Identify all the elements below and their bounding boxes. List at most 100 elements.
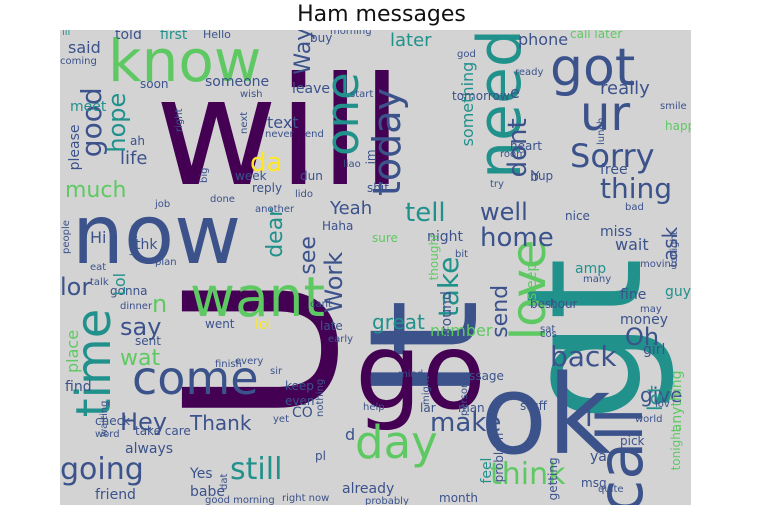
cloud-word: end bbox=[305, 129, 324, 140]
cloud-word: ah bbox=[130, 134, 145, 148]
cloud-word: yet bbox=[273, 414, 289, 425]
cloud-word: job bbox=[155, 199, 171, 210]
cloud-word: sure bbox=[372, 231, 398, 245]
cloud-word: da bbox=[250, 148, 283, 178]
cloud-word: around bbox=[439, 291, 455, 341]
cloud-word: text bbox=[267, 113, 299, 132]
cloud-word: msg bbox=[581, 476, 607, 490]
cloud-word: heart bbox=[510, 139, 542, 153]
cloud-word: lol bbox=[255, 317, 272, 333]
cloud-word: babe bbox=[190, 484, 225, 500]
cloud-word: better bbox=[129, 225, 140, 256]
cloud-word: Hi bbox=[90, 228, 107, 247]
cloud-word: plan bbox=[155, 257, 177, 268]
cloud-word: coming bbox=[60, 56, 97, 67]
cloud-word: thought bbox=[427, 233, 441, 281]
cloud-word: day bbox=[355, 416, 438, 469]
cloud-word: first bbox=[160, 30, 188, 43]
cloud-word: soon bbox=[140, 77, 169, 91]
cloud-word: see bbox=[296, 236, 321, 275]
cloud-word: phone bbox=[518, 30, 569, 49]
cloud-word: d bbox=[345, 425, 356, 444]
cloud-word: finish bbox=[215, 359, 242, 370]
cloud-word: tomorrow bbox=[452, 89, 510, 103]
cloud-word: find bbox=[65, 379, 92, 395]
cloud-word: tonight bbox=[669, 427, 683, 471]
cloud-word: dat bbox=[219, 473, 230, 490]
cloud-word: lunch bbox=[596, 117, 607, 145]
cloud-word: meet bbox=[70, 99, 107, 115]
cloud-word: home bbox=[480, 223, 554, 253]
cloud-word: place bbox=[63, 329, 82, 373]
cloud-word: n bbox=[152, 290, 168, 318]
cloud-word: Haha bbox=[322, 219, 354, 233]
cloud-word: gonna bbox=[110, 284, 148, 298]
cloud-word: money bbox=[620, 312, 668, 328]
cloud-word: wait bbox=[615, 235, 649, 254]
cloud-word: lor bbox=[60, 273, 92, 301]
cloud-word: ill bbox=[62, 30, 71, 38]
cloud-word: Lol bbox=[110, 272, 129, 296]
cloud-word: cos bbox=[540, 329, 557, 340]
cloud-word: reply bbox=[252, 181, 283, 195]
cloud-word: done bbox=[210, 194, 235, 205]
cloud-word: b bbox=[530, 169, 539, 185]
cloud-word: hour bbox=[550, 297, 578, 311]
cloud-word: hope bbox=[103, 92, 131, 153]
cloud-word: cant bbox=[310, 299, 332, 310]
cloud-word: check bbox=[95, 414, 131, 428]
cloud-word: went bbox=[205, 317, 235, 331]
cloud-word: Yes bbox=[190, 466, 213, 482]
cloud-word: told bbox=[115, 30, 142, 43]
cloud-word: word bbox=[95, 429, 120, 440]
cloud-word: stuff bbox=[520, 399, 547, 413]
cloud-word: mind bbox=[398, 369, 424, 380]
cloud-word: night bbox=[427, 229, 464, 245]
cloud-word: every bbox=[235, 356, 264, 367]
cloud-word: liao bbox=[343, 159, 361, 170]
cloud-word: many bbox=[583, 274, 612, 285]
cloud-word: problem bbox=[492, 432, 506, 483]
cloud-word: morning bbox=[330, 30, 372, 37]
cloud-word: person bbox=[459, 381, 470, 416]
cloud-word: world bbox=[635, 414, 663, 425]
cloud-word: bad bbox=[625, 202, 644, 213]
cloud-word: later bbox=[390, 30, 432, 51]
cloud-word: sat bbox=[540, 324, 556, 335]
cloud-word: buy bbox=[310, 31, 333, 45]
cloud-word: people bbox=[61, 220, 72, 254]
cloud-word: Hey bbox=[120, 408, 168, 436]
cloud-word: dear bbox=[263, 207, 288, 258]
cloud-word: said bbox=[68, 38, 101, 57]
cloud-word: early bbox=[328, 334, 354, 345]
cloud-word: will bbox=[155, 46, 403, 220]
cloud-word: still bbox=[230, 452, 283, 487]
cloud-word: smile bbox=[660, 101, 687, 112]
cloud-word: much bbox=[65, 178, 127, 203]
cloud-word: CO bbox=[292, 405, 313, 421]
cloud-word: might bbox=[421, 375, 432, 405]
cloud-word: thing bbox=[600, 172, 673, 205]
cloud-word: friend bbox=[95, 487, 136, 503]
cloud-word: Thank bbox=[190, 411, 252, 435]
cloud-word: help bbox=[363, 402, 385, 413]
cloud-word: lido bbox=[295, 189, 314, 200]
cloud-word: e bbox=[510, 83, 520, 102]
cloud-word: Sorry bbox=[570, 137, 655, 175]
cloud-word: nothing bbox=[315, 378, 326, 417]
cloud-word: call later bbox=[570, 30, 623, 41]
cloud-word: always bbox=[125, 441, 174, 457]
cloud-word: right now bbox=[282, 493, 330, 504]
cloud-word: anything bbox=[669, 370, 685, 433]
cloud-word: god bbox=[457, 49, 476, 60]
cloud-word: today bbox=[365, 87, 409, 196]
cloud-word: go bbox=[355, 311, 486, 433]
cloud-word: month bbox=[439, 491, 478, 505]
cloud-word: even bbox=[285, 394, 315, 408]
cloud-word: late bbox=[320, 319, 343, 333]
cloud-word: please bbox=[67, 124, 83, 171]
cloud-word: ready bbox=[515, 67, 544, 78]
cloud-word: wish bbox=[240, 89, 263, 100]
cloud-word: well bbox=[480, 198, 528, 226]
